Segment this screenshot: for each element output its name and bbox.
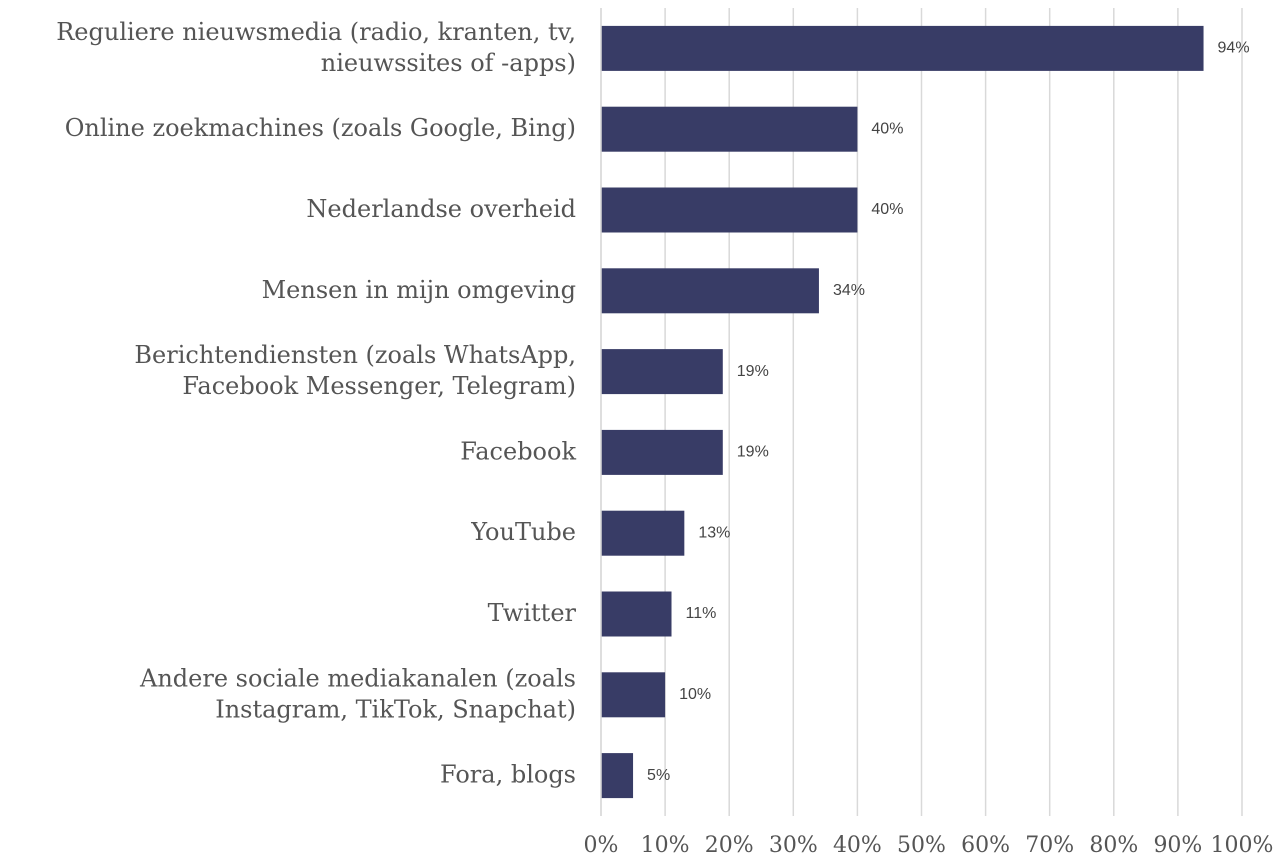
bar xyxy=(601,268,819,314)
value-label: 11% xyxy=(686,605,717,622)
bar xyxy=(601,106,858,152)
x-tick-label: 70% xyxy=(1025,833,1074,858)
y-tick-label: Nederlandse overheid xyxy=(306,195,576,223)
y-tick-label: Reguliere nieuwsmedia (radio, kranten, t… xyxy=(56,17,576,76)
y-tick-label: Mensen in mijn omgeving xyxy=(262,275,576,303)
value-label: 10% xyxy=(679,686,711,703)
bar xyxy=(601,187,858,233)
value-label: 13% xyxy=(698,524,730,541)
value-label: 40% xyxy=(871,120,903,137)
value-label: 5% xyxy=(647,767,670,784)
y-tick-label: Facebook xyxy=(460,437,576,465)
y-tick-label: Andere sociale mediakanalen (zoals Instag… xyxy=(139,664,576,723)
x-tick-label: 50% xyxy=(897,833,946,858)
bar xyxy=(601,753,634,799)
x-tick-label: 20% xyxy=(705,833,754,858)
x-tick-label: 80% xyxy=(1089,833,1138,858)
x-tick-label: 90% xyxy=(1153,833,1202,858)
value-label: 40% xyxy=(871,201,903,218)
x-tick-label: 0% xyxy=(584,833,619,858)
bar xyxy=(601,429,723,475)
y-tick-label: Fora, blogs xyxy=(440,760,576,788)
bar xyxy=(601,349,723,395)
y-tick-label: Berichtendiensten (zoals WhatsApp, Facebo… xyxy=(134,341,576,400)
bar xyxy=(601,25,1204,71)
y-tick-label: Online zoekmachines (zoals Google, Bing) xyxy=(65,114,576,142)
y-tick-label: YouTube xyxy=(470,518,576,546)
x-tick-label: 40% xyxy=(833,833,882,858)
x-tick-label: 100% xyxy=(1211,833,1274,858)
bar xyxy=(601,591,672,637)
x-tick-label: 30% xyxy=(769,833,818,858)
x-tick-label: 60% xyxy=(961,833,1010,858)
bar xyxy=(601,672,666,718)
x-tick-label: 10% xyxy=(641,833,690,858)
bar xyxy=(601,510,685,556)
value-label: 34% xyxy=(833,282,865,299)
y-tick-label: Twitter xyxy=(488,599,577,627)
value-label: 19% xyxy=(737,444,769,461)
value-label: 19% xyxy=(737,363,769,380)
value-label: 94% xyxy=(1218,40,1250,57)
